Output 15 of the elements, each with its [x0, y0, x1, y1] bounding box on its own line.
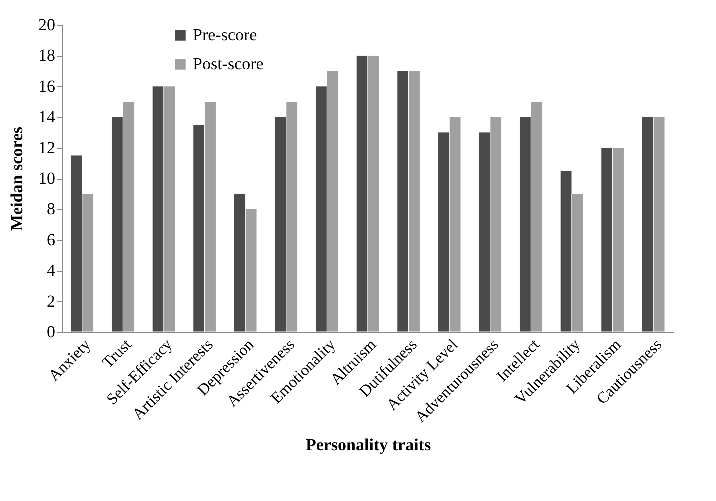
y-tick-label: 18 — [38, 46, 56, 66]
y-tick-label: 14 — [38, 108, 56, 127]
y-tick-label: 8 — [47, 200, 56, 219]
x-axis-title: Personality traits — [306, 436, 432, 455]
y-tick-label: 20 — [38, 16, 56, 34]
y-tick-label: 0 — [47, 322, 56, 342]
y-tick-label: 4 — [47, 261, 56, 280]
y-tick-label: 6 — [47, 230, 56, 250]
y-tick-label: 2 — [47, 292, 56, 311]
y-tick-label: 12 — [38, 138, 56, 158]
y-axis-title: Meidan scores — [8, 126, 26, 232]
legend-label: Pre-score — [193, 26, 258, 44]
y-tick-label: 16 — [38, 76, 56, 96]
legend-label: Post-score — [193, 54, 264, 74]
y-tick-label: 10 — [38, 169, 56, 188]
